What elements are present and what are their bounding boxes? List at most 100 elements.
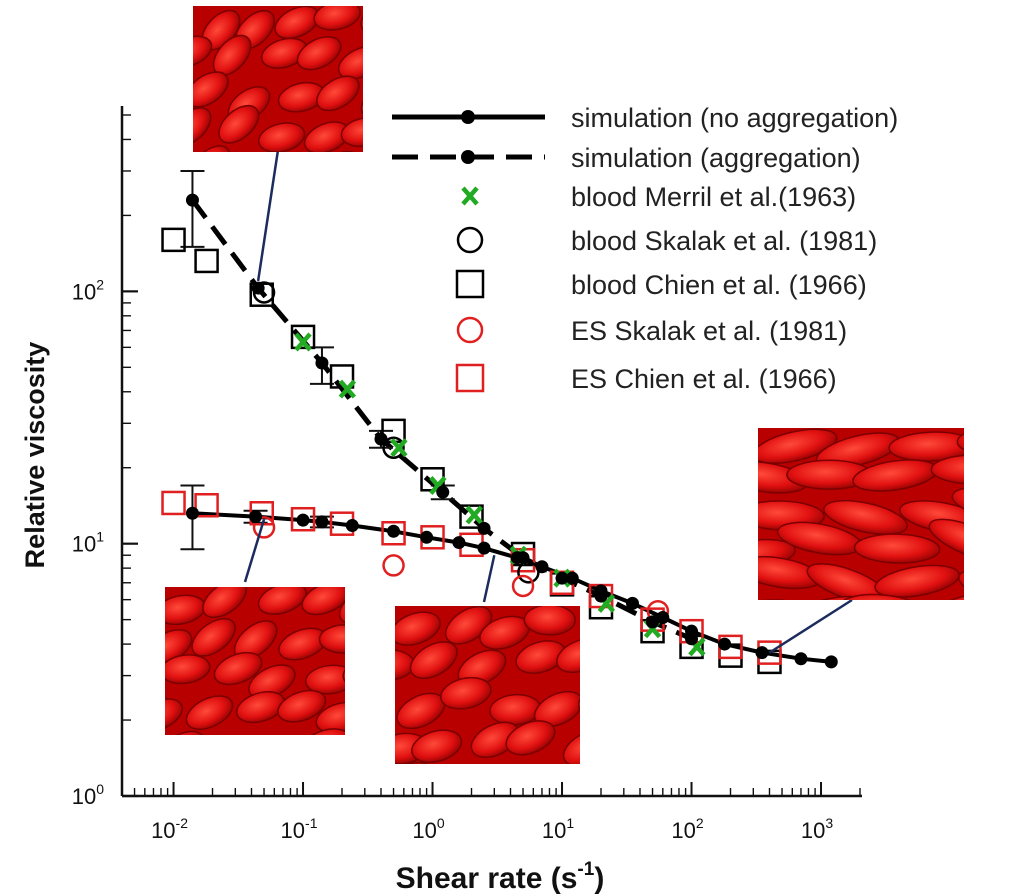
rbc-cell [505,720,556,756]
rbc-cell [165,698,184,732]
x-ticks: 10-2 10-1 100 101 102 103 [121,782,861,843]
inset-top [193,6,363,152]
data-point [477,541,491,555]
legend-label: blood Skalak et al. (1981) [571,226,877,256]
rbc-cell [277,689,327,723]
rbc-cell [316,75,360,112]
rbc-cell [888,431,964,462]
legend-dot [461,150,475,164]
legend-label: blood Chien et al. (1966) [571,270,867,300]
rbc-cell [193,35,213,68]
rbc-cell [304,664,345,695]
data-point [249,510,263,524]
data-point [329,364,355,389]
rbc-cell [958,569,964,600]
data-point [251,281,265,295]
x-stroke [597,593,616,613]
data-point [382,436,405,459]
inset-connector [768,598,853,654]
legend: simulation (no aggregation) simulation (a… [392,103,898,394]
x-stroke [429,476,447,496]
data-point [382,554,405,577]
y-tick-label: 101 [72,529,104,557]
rbc-cell [337,45,363,80]
rbc-cell [213,651,263,686]
legend-label: simulation (no aggregation) [571,103,898,133]
rbc-cell [930,454,964,485]
data-point [290,324,316,350]
data-point [685,632,699,646]
data-point [656,610,670,624]
legend-item: blood Skalak et al. (1981) [456,226,877,256]
legend-label: ES Skalak et al. (1981) [571,316,847,346]
rbc-cell [193,145,231,152]
x-tick-label: 10-2 [151,815,188,843]
data-point [390,438,408,458]
data-point [517,561,540,584]
rbc-cell [193,107,212,147]
data-point [420,530,434,544]
data-point [315,515,329,529]
data-point [290,506,316,532]
rbc-cell [301,587,345,616]
data-point [252,516,276,539]
data-point [185,506,199,520]
legend-item: blood Chien et al. (1966) [455,269,867,300]
data-point [477,521,491,535]
rbc-cell [440,676,492,710]
rbc-cell [338,587,345,625]
data-point [794,652,808,666]
series-line-1 [190,198,693,641]
inset-connector [482,554,496,603]
rbc-cell [318,624,345,654]
rbc-cell [409,641,458,680]
data-point [315,356,329,370]
data-point [436,485,450,499]
data-point [824,655,838,669]
data-point [646,615,660,629]
data-point [194,493,219,518]
rbc-cell [257,587,307,615]
x-axis-title: Shear rate (s-1) [396,859,605,895]
rbc-cell [360,6,363,35]
axes: 10-2 10-1 100 101 102 103 100 101 102 [72,106,862,843]
data-point [594,589,608,603]
data-point [338,379,357,399]
rbc-cell [347,727,402,768]
rbc-cell [433,765,485,798]
rbc-cell [839,593,926,600]
data-point [296,513,310,527]
rbc-cell [301,728,345,735]
inset-cells [758,428,964,600]
legend-marker [456,226,484,254]
rbc-cell [533,690,580,728]
legend-label: simulation (aggregation) [571,143,861,173]
data-point [161,490,186,516]
data-point [459,504,484,529]
legend-marker [461,186,479,206]
x-stroke [338,379,357,399]
rbc-cell [951,486,964,522]
data-point [755,646,769,660]
inset-cells [395,606,580,798]
rbc-cell [395,611,441,646]
data-point [555,571,569,585]
rbc-cell [251,737,304,772]
x-stroke [688,637,706,657]
inset-cells [193,6,363,152]
rbc-cell [313,6,361,31]
legend-marker [455,269,485,299]
data-point [374,432,388,446]
inset-bottom-left [165,587,402,772]
inset-connector [256,149,280,282]
x-stroke [465,505,483,525]
rbc-cell [489,763,542,764]
rbc-cell [556,637,580,674]
rbc-cell [202,587,248,619]
rbc-cell [956,428,964,457]
rbc-cell [562,730,580,764]
rbc-cell [257,122,306,152]
rbc-cell [823,499,908,536]
data-point [194,248,219,274]
